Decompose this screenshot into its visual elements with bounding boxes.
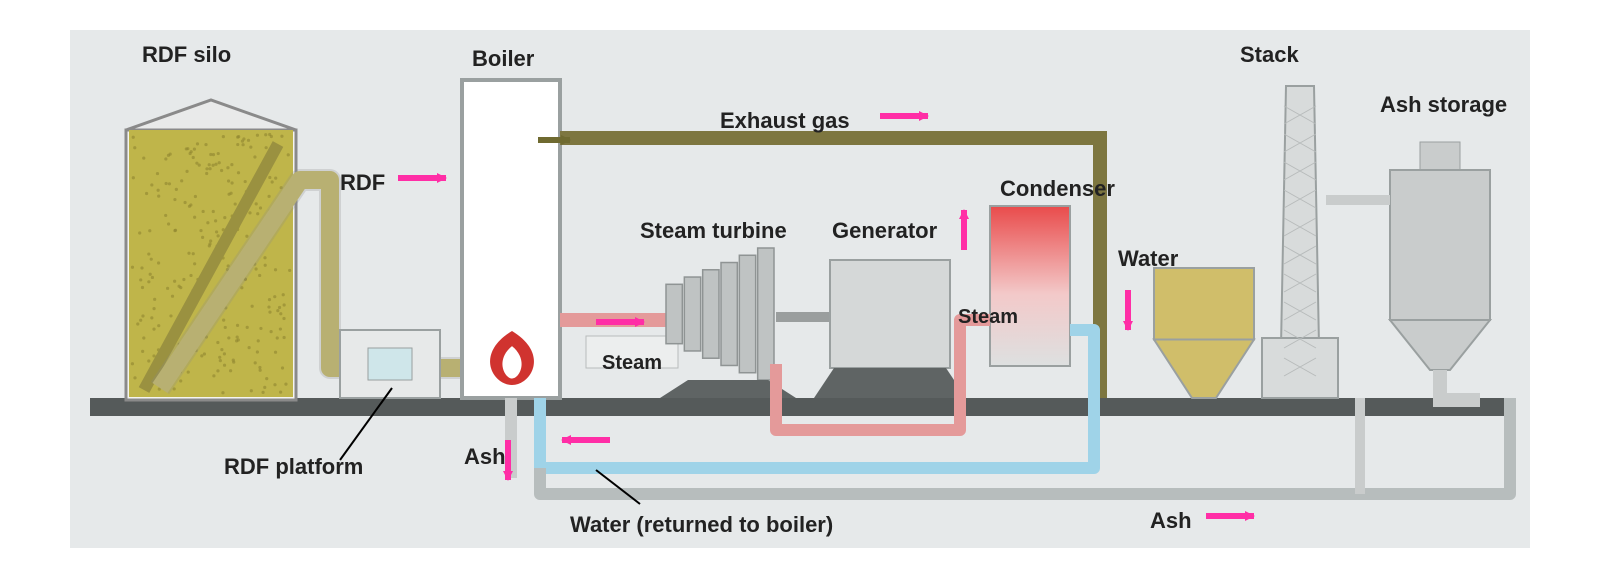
generator <box>830 260 950 368</box>
generator-base <box>814 368 966 398</box>
turbine-stage <box>666 284 682 343</box>
label-steam-mid: Steam <box>958 306 1018 329</box>
separator <box>1154 268 1254 340</box>
label-rdf-platform: RDF platform <box>224 454 363 480</box>
turbine-stage <box>739 255 755 372</box>
ash-storage <box>1390 170 1490 320</box>
ground-strip <box>90 398 1510 416</box>
turbine-stage <box>721 263 737 366</box>
label-water-return: Water (returned to boiler) <box>570 512 833 538</box>
label-ash-storage: Ash storage <box>1380 92 1507 118</box>
label-water: Water <box>1118 246 1178 272</box>
turbine-stage <box>703 270 719 358</box>
label-ash-right: Ash <box>1150 508 1192 534</box>
label-steam-lower: Steam <box>602 352 662 375</box>
label-rdf: RDF <box>340 170 385 196</box>
label-ash-left: Ash <box>464 444 506 470</box>
label-exhaust-gas: Exhaust gas <box>720 108 850 134</box>
label-boiler: Boiler <box>472 46 534 72</box>
shaft <box>776 312 830 322</box>
label-stack: Stack <box>1240 42 1299 68</box>
label-generator: Generator <box>832 218 937 244</box>
label-condenser: Condenser <box>1000 176 1115 202</box>
turbine-stage <box>684 277 700 351</box>
label-steam-turbine: Steam turbine <box>640 218 787 244</box>
ash-storage-cap <box>1420 142 1460 170</box>
condenser <box>990 206 1070 366</box>
label-rdf-silo: RDF silo <box>142 42 231 68</box>
turbine-stage <box>758 248 774 380</box>
